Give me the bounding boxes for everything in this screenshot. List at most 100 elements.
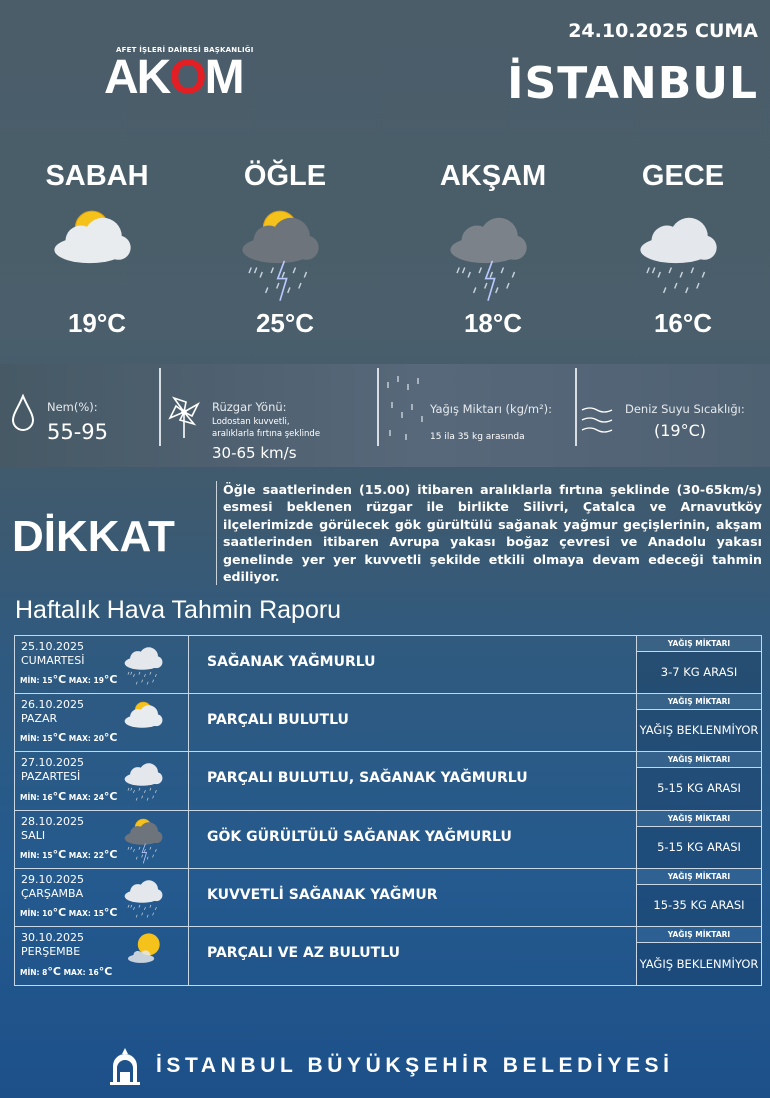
period-1: ÖĞLE 25°C (200, 160, 370, 339)
table-row: 28.10.2025 SALI MİN: 15°C MAX: 22°C GÖK … (15, 810, 761, 869)
min-max: MİN: 15°C MAX: 20°C (20, 731, 118, 745)
humidity-value: 55-95 (47, 420, 109, 444)
wind-desc-2: aralıklarla fırtına şeklinde (212, 429, 321, 439)
period-temp: 19°C (67, 308, 127, 338)
day-description: GÖK GÜRÜLTÜLÜ SAĞANAK YAĞMURLU (189, 810, 637, 868)
rain-amount: 5-15 KG ARASI (637, 768, 761, 810)
period-temp: 16°C (653, 308, 713, 338)
table-row: 25.10.2025 CUMARTESİ MİN: 15°C MAX: 19°C… (15, 636, 761, 695)
wind-value: 30-65 km/s (212, 444, 297, 462)
akom-logo: AFET İŞLERİ DAİRESİ BAŞKANLIĞI AKOM (104, 46, 269, 102)
rain-cloud-icon (124, 647, 163, 685)
day-cell: 25.10.2025 CUMARTESİ MİN: 15°C MAX: 19°C (15, 636, 189, 694)
min-temp: 10 (42, 908, 53, 918)
wind-desc-1: Lodostan kuvvetli, (212, 417, 290, 427)
weekly-forecast-table: 25.10.2025 CUMARTESİ MİN: 15°C MAX: 19°C… (14, 635, 762, 987)
max-temp: 15 (93, 908, 104, 918)
weekly-title: Haftalık Hava Tahmin Raporu (15, 596, 342, 624)
day-date: 27.10.2025 (21, 756, 84, 770)
day-description: PARÇALI BULUTLU, SAĞANAK YAĞMURLU (189, 752, 637, 810)
rain-header: YAĞIŞ MİKTARI (637, 694, 761, 711)
day-name: SALI (21, 828, 46, 842)
rain-label: Yağış Miktarı (kg/m²): (430, 402, 553, 416)
rain-cloud-icon (639, 217, 717, 294)
wind-label: Rüzgar Yönü: (212, 400, 287, 414)
humidity-label: Nem(%): (47, 400, 98, 414)
rain-amount: 15-35 KG ARASI (637, 884, 761, 926)
period-2: AKŞAM 18°C (408, 160, 578, 339)
day-cell: 29.10.2025 ÇARŞAMBA MİN: 10°C MAX: 15°C (15, 868, 189, 926)
day-date: 26.10.2025 (21, 698, 84, 712)
storm-cloud-icon (449, 217, 527, 301)
day-name: PAZAR (21, 712, 58, 726)
table-row: 26.10.2025 PAZAR MİN: 15°C MAX: 20°C PAR… (15, 694, 761, 753)
day-cell: 30.10.2025 PERŞEMBE MİN: 8°C MAX: 16°C (15, 926, 189, 986)
sun-small-cloud-icon (127, 933, 160, 963)
min-max: MİN: 15°C MAX: 19°C (20, 673, 118, 687)
max-temp: 24 (93, 792, 104, 802)
min-max: MİN: 15°C MAX: 22°C (20, 847, 118, 861)
period-temp: 25°C (255, 308, 315, 338)
warning-text: Öğle saatlerinden (15.00) itibaren aralı… (216, 481, 762, 586)
period-name: GECE (641, 160, 725, 192)
day-name: ÇARŞAMBA (21, 886, 84, 900)
min-temp: 8 (42, 968, 48, 978)
max-temp: 19 (93, 676, 104, 686)
rain-cloud-icon (124, 763, 163, 802)
sea-temp-value: (19°C) (654, 421, 707, 440)
day-date: 25.10.2025 (21, 640, 84, 653)
min-max: MİN: 10°C MAX: 15°C (20, 905, 118, 919)
rain-amount: YAĞIŞ BEKLENMİYOR (637, 942, 761, 986)
table-row: 27.10.2025 PAZARTESİ MİN: 16°C MAX: 24°C… (15, 752, 761, 811)
max-temp: 20 (93, 734, 104, 744)
period-3: GECE 16°C (598, 160, 768, 339)
day-date: 29.10.2025 (21, 872, 84, 886)
rain-value: 15 ila 35 kg arasında (430, 432, 525, 442)
period-name: AKŞAM (439, 160, 547, 192)
table-row: 30.10.2025 PERŞEMBE MİN: 8°C MAX: 16°C P… (15, 926, 761, 986)
sun-storm-cloud-icon (124, 818, 163, 864)
period-0: SABAH 19°C (12, 160, 182, 339)
day-description: SAĞANAK YAĞMURLU (189, 636, 637, 694)
day-cell: 27.10.2025 PAZARTESİ MİN: 16°C MAX: 24°C (15, 752, 189, 810)
max-temp: 16 (88, 968, 99, 978)
min-max: MİN: 8°C MAX: 16°C (20, 965, 113, 979)
rain-amount: YAĞIŞ BEKLENMİYOR (637, 710, 761, 752)
sun-storm-cloud-icon (241, 210, 319, 301)
date: 24.10.2025 CUMA (568, 20, 758, 42)
waves-icon (581, 407, 613, 433)
rain-amount: 5-15 KG ARASI (637, 826, 761, 868)
droplet-icon (11, 394, 35, 431)
city-name: İSTANBUL (507, 58, 758, 109)
ibb-logo-icon (110, 1048, 140, 1085)
warning-title: DİKKAT (12, 512, 175, 561)
sun-cloud-icon (53, 210, 131, 264)
rain-header: YAĞIŞ MİKTARI (637, 636, 761, 652)
rain-drops-icon (387, 376, 423, 440)
pinwheel-icon (168, 396, 200, 438)
rain-header: YAĞIŞ MİKTARI (637, 752, 761, 769)
period-name: SABAH (45, 160, 149, 192)
min-temp: 15 (42, 734, 53, 744)
logo-subtitle: AFET İŞLERİ DAİRESİ BAŞKANLIĞI (116, 46, 254, 54)
day-cell: 28.10.2025 SALI MİN: 15°C MAX: 22°C (15, 810, 189, 868)
min-temp: 16 (42, 792, 53, 802)
period-temp: 18°C (463, 308, 523, 338)
ibb-footer: İSTANBUL BÜYÜKŞEHİR BELEDİYESİ (108, 1046, 674, 1086)
rain-amount: 3-7 KG ARASI (637, 652, 761, 694)
rain-header: YAĞIŞ MİKTARI (637, 868, 761, 885)
day-date: 28.10.2025 (21, 814, 84, 828)
sun-cloud-icon (124, 701, 163, 728)
day-description: KUVVETLİ SAĞANAK YAĞMUR (189, 868, 637, 926)
footer-text: İSTANBUL BÜYÜKŞEHİR BELEDİYESİ (156, 1054, 674, 1077)
min-temp: 15 (42, 676, 53, 686)
day-cell: 26.10.2025 PAZAR MİN: 15°C MAX: 20°C (15, 694, 189, 752)
day-name: CUMARTESİ (21, 654, 85, 667)
rain-header: YAĞIŞ MİKTARI (637, 926, 761, 943)
logo-text: AKOM (104, 51, 245, 104)
day-name: PERŞEMBE (21, 944, 81, 958)
day-description: PARÇALI BULUTLU (189, 694, 637, 752)
day-name: PAZARTESİ (21, 770, 81, 784)
day-date: 30.10.2025 (21, 930, 84, 944)
min-max: MİN: 16°C MAX: 24°C (20, 789, 118, 803)
